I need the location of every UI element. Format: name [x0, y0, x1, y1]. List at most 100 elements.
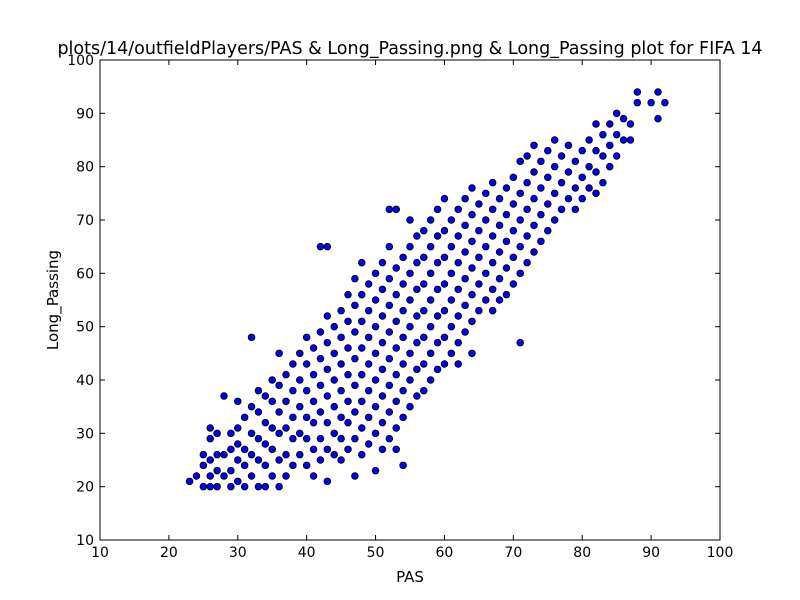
scatter-point [461, 328, 469, 336]
scatter-point [495, 248, 504, 256]
scatter-point [351, 381, 359, 390]
scatter-point [488, 205, 497, 214]
scatter-point [495, 194, 504, 203]
scatter-point [626, 120, 635, 128]
scatter-point [309, 370, 318, 379]
scatter-point [523, 178, 531, 187]
scatter-point [309, 344, 318, 352]
scatter-point [406, 349, 414, 358]
scatter-point [433, 232, 442, 240]
scatter-points [185, 88, 669, 491]
scatter-point [516, 269, 524, 278]
scatter-point [371, 402, 380, 411]
scatter-point [358, 450, 366, 459]
x-tick-label: 60 [436, 545, 454, 561]
scatter-point [316, 434, 325, 443]
scatter-point [247, 472, 256, 480]
scatter-point [516, 338, 524, 347]
scatter-point [296, 450, 304, 459]
scatter-point [330, 429, 338, 438]
scatter-point [309, 445, 318, 454]
scatter-point [240, 445, 249, 454]
scatter-point [364, 333, 373, 342]
scatter-point [564, 168, 573, 176]
scatter-point [337, 333, 345, 342]
scatter-point [502, 184, 511, 192]
scatter-point [316, 408, 325, 416]
scatter-point [426, 216, 435, 224]
scatter-point [364, 306, 373, 315]
scatter-point [440, 333, 449, 342]
scatter-point [296, 376, 304, 384]
scatter-point [599, 178, 607, 187]
scatter-point [447, 349, 456, 358]
scatter-point [475, 200, 483, 208]
x-tick-label: 50 [367, 545, 385, 561]
scatter-point [406, 296, 414, 304]
scatter-point [337, 434, 345, 443]
y-tick-label: 10 [76, 533, 94, 549]
scatter-point [633, 98, 642, 107]
scatter-point [206, 482, 214, 491]
scatter-point [261, 392, 270, 400]
scatter-point [392, 290, 400, 299]
scatter-point [413, 258, 421, 267]
scatter-point [261, 418, 270, 427]
scatter-point [482, 242, 490, 251]
scatter-point [268, 376, 276, 384]
scatter-point [289, 386, 297, 395]
scatter-point [447, 242, 456, 251]
scatter-point [420, 333, 428, 342]
scatter-point [392, 317, 400, 326]
scatter-point [550, 136, 559, 144]
scatter-point [612, 152, 621, 160]
scatter-point [454, 312, 462, 320]
y-tick-label: 70 [76, 213, 94, 229]
scatter-point [344, 445, 352, 454]
scatter-point [344, 290, 352, 299]
scatter-point [254, 456, 263, 464]
scatter-point [619, 136, 628, 144]
scatter-point [302, 434, 311, 443]
scatter-point [530, 248, 538, 256]
x-tick-label: 10 [91, 545, 109, 561]
scatter-point [468, 237, 476, 246]
scatter-point [240, 461, 249, 470]
scatter-point [516, 157, 524, 166]
scatter-point [606, 120, 614, 128]
scatter-point [351, 354, 359, 363]
scatter-point [475, 306, 483, 315]
scatter-point [351, 408, 359, 416]
scatter-point [544, 146, 552, 155]
scatter-point [316, 456, 325, 464]
scatter-point [509, 200, 518, 208]
scatter-point [433, 258, 442, 267]
scatter-point [364, 360, 373, 368]
x-tick-label: 90 [642, 545, 660, 561]
scatter-point [213, 482, 221, 491]
scatter-point [275, 429, 283, 438]
chart-title: plots/14/outfieldPlayers/PAS & Long_Pass… [57, 39, 762, 59]
scatter-point [592, 120, 600, 128]
scatter-point [523, 205, 531, 214]
scatter-point [364, 440, 373, 448]
scatter-point [385, 434, 394, 443]
scatter-point [199, 450, 208, 459]
scatter-point [537, 237, 545, 246]
scatter-point [578, 173, 586, 182]
scatter-point [509, 280, 518, 288]
scatter-point [592, 168, 600, 176]
scatter-point [337, 456, 345, 464]
scatter-point [420, 306, 428, 315]
scatter-point [316, 328, 325, 336]
scatter-point [564, 194, 573, 203]
scatter-point [592, 146, 600, 155]
scatter-point [482, 216, 490, 224]
scatter-point [358, 397, 366, 406]
scatter-point [323, 445, 332, 454]
scatter-point [537, 210, 545, 219]
scatter-point [482, 296, 490, 304]
scatter-point [344, 317, 352, 326]
scatter-point [426, 349, 435, 358]
scatter-point [392, 264, 400, 272]
